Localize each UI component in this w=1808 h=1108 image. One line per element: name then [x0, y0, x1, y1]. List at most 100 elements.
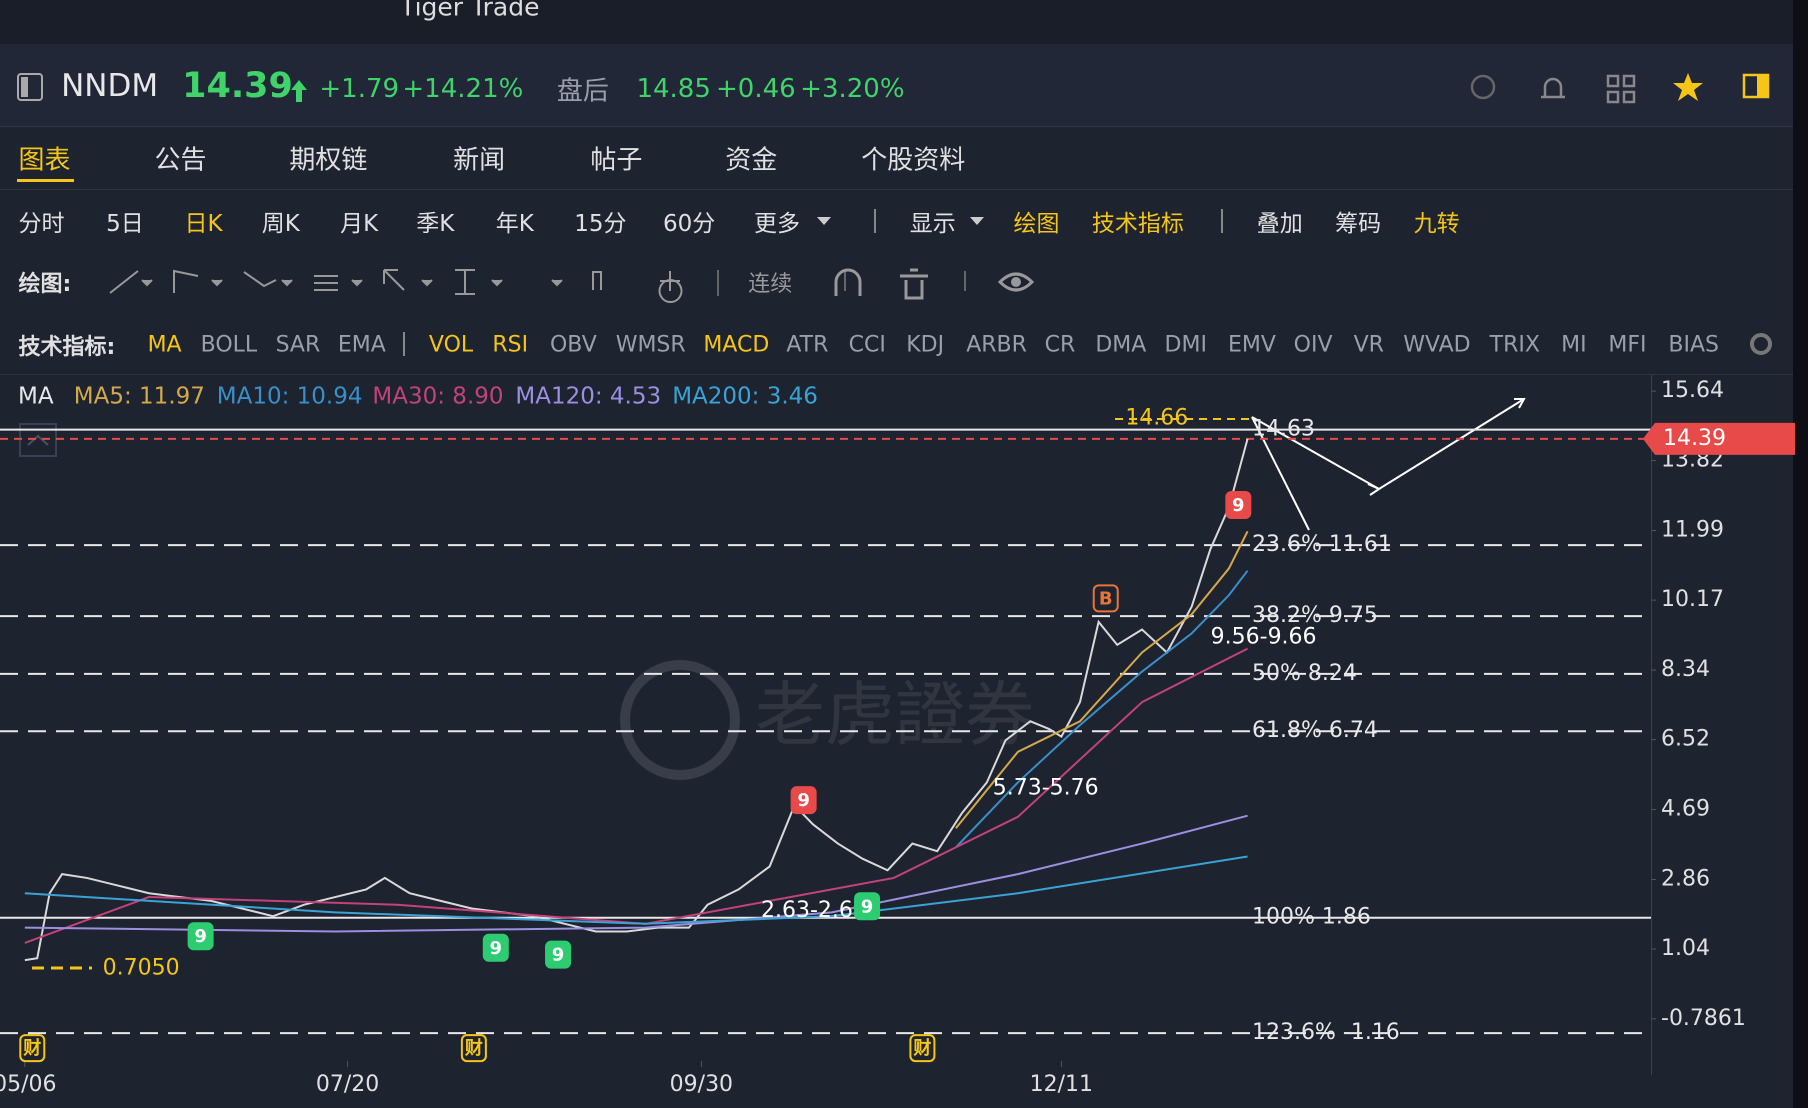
period-option[interactable]: 更多 — [754, 211, 801, 238]
period-option[interactable]: 叠加 — [1256, 211, 1303, 238]
indicator[interactable]: MFI — [1608, 332, 1647, 358]
quote-ext_change: +0.46 — [716, 73, 796, 104]
dropdown-arrows — [817, 217, 984, 225]
marker-badge — [1225, 491, 1252, 520]
marker-badge — [19, 1034, 46, 1063]
period-option[interactable]: 绘图 — [1013, 211, 1060, 238]
quote-change: +1.79 — [319, 73, 400, 104]
period-option[interactable]: 九转 — [1413, 211, 1460, 238]
session: 盘后 — [556, 76, 609, 107]
indicator[interactable]: BIAS — [1668, 332, 1719, 358]
indicator[interactable]: TRIX — [1489, 332, 1540, 358]
indicator[interactable]: WVAD — [1403, 332, 1471, 358]
continuous-toggle[interactable]: 连续 — [748, 272, 793, 298]
indicator[interactable]: CR — [1044, 332, 1076, 358]
indicator[interactable]: OBV — [549, 332, 597, 358]
indicator[interactable]: BOLL — [200, 332, 258, 358]
indicator[interactable]: SAR — [275, 332, 321, 358]
period-option[interactable]: 月K — [340, 211, 379, 238]
period-option[interactable]: 筹码 — [1335, 211, 1382, 238]
bell-icon[interactable] — [1541, 77, 1565, 99]
period-option[interactable]: 5日 — [106, 211, 144, 238]
x-tick-label: 05/06 — [0, 1072, 57, 1097]
marker-text: 9 — [490, 938, 503, 959]
y-tick-label: -0.7861 — [1661, 1006, 1746, 1031]
y-tick-label: 2.86 — [1661, 866, 1710, 891]
tab[interactable]: 新闻 — [453, 145, 506, 176]
marker-badge — [460, 1034, 487, 1063]
series-line — [24, 438, 1249, 962]
period-option[interactable]: 年K — [495, 211, 534, 238]
y-tick-label: 15.64 — [1661, 378, 1724, 403]
annotation: 14.66 — [1125, 406, 1188, 431]
divider — [0, 374, 1808, 375]
indicator[interactable]: DMA — [1095, 332, 1147, 358]
collapse-button[interactable] — [19, 423, 57, 457]
indicator[interactable]: ARBR — [966, 332, 1027, 358]
watermark: 老虎證券 — [755, 674, 1035, 756]
period-option[interactable]: 季K — [416, 211, 455, 238]
draw-tools[interactable] — [109, 268, 1035, 303]
tab[interactable]: 期权链 — [289, 145, 368, 176]
indicator[interactable]: DMI — [1164, 332, 1207, 358]
indicator[interactable]: WMSR — [615, 332, 686, 358]
indicator[interactable]: EMA — [337, 332, 386, 358]
x-tick-label: 09/30 — [670, 1072, 733, 1097]
marker-text: 9 — [194, 926, 207, 947]
period-option[interactable]: 分时 — [18, 211, 65, 238]
refresh-icon[interactable] — [1470, 74, 1496, 100]
up-arrow — [291, 80, 307, 102]
level-label: 23.6% 11.61 — [1252, 532, 1392, 557]
indicator[interactable]: MI — [1561, 332, 1587, 358]
y-tick-label: 8.34 — [1661, 657, 1710, 682]
tab[interactable]: 资金 — [725, 145, 778, 176]
legend-entry: MA10: 10.94 — [217, 384, 363, 410]
y-tick-label: 1.04 — [1661, 936, 1710, 961]
period-option[interactable]: 60分 — [662, 211, 716, 238]
tab[interactable]: 公告 — [154, 145, 207, 176]
grid-icon[interactable] — [1606, 74, 1636, 104]
marker-badge — [187, 922, 214, 951]
x-tick-label: 07/20 — [316, 1072, 379, 1097]
indicator[interactable]: ATR — [786, 332, 829, 358]
period-option[interactable]: 日K — [184, 211, 223, 238]
indicator[interactable]: VOL — [428, 332, 474, 358]
period-option[interactable]: 15分 — [574, 211, 627, 238]
indicator[interactable]: KDJ — [906, 332, 945, 358]
indicator[interactable]: VR — [1353, 332, 1384, 358]
indicator[interactable]: CCI — [848, 332, 886, 358]
y-tick-label: 6.52 — [1661, 727, 1710, 752]
period-option[interactable]: 周K — [261, 211, 300, 238]
legend-entry: MA30: 8.90 — [372, 384, 503, 410]
marker-text: 财 — [23, 1037, 41, 1059]
marker-text: 9 — [552, 945, 565, 966]
favorite-star[interactable] — [1673, 73, 1703, 101]
legend-title: MA — [18, 384, 54, 410]
legend-entry: MA5: 11.97 — [74, 384, 205, 410]
quote-ext_change_pct: +3.20% — [800, 73, 905, 104]
symbol: NNDM — [61, 68, 159, 105]
indicator[interactable]: OIV — [1293, 332, 1333, 358]
indicator[interactable]: EMV — [1227, 332, 1276, 358]
separators — [874, 209, 1223, 233]
annotation: 5.73-5.76 — [993, 776, 1099, 801]
indicator[interactable]: MACD — [703, 332, 770, 358]
price: 14.39 — [182, 66, 293, 107]
period-option[interactable]: 显示 — [909, 211, 956, 238]
settings-icon[interactable] — [1750, 333, 1772, 355]
panel-icon-fill — [21, 77, 28, 97]
indicator[interactable]: MA — [147, 332, 182, 358]
period-option[interactable]: 技术指标 — [1091, 211, 1184, 238]
y-tick-label: 4.69 — [1661, 797, 1710, 822]
indicator-label: 技术指标: — [18, 334, 116, 360]
marker-badge — [1092, 584, 1119, 613]
marker-badge — [909, 1034, 936, 1063]
tab[interactable]: 个股资料 — [861, 145, 966, 176]
tab[interactable]: 帖子 — [590, 145, 643, 176]
marker-badge — [854, 892, 881, 921]
tab[interactable]: 图表 — [18, 145, 71, 176]
panel-icon[interactable] — [17, 73, 43, 101]
indicator[interactable]: RSI — [492, 332, 529, 358]
